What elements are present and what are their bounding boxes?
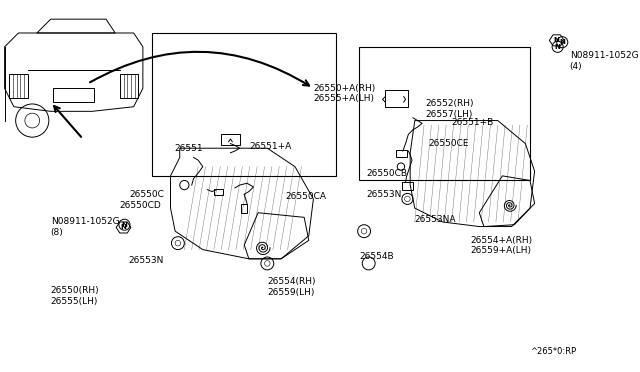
Text: N08911-1052G
(4): N08911-1052G (4): [570, 51, 638, 71]
Bar: [385, 90, 408, 107]
Text: ^265*0:RP: ^265*0:RP: [530, 347, 576, 356]
Text: 26550CA: 26550CA: [285, 192, 327, 201]
Text: 26552(RH)
26557(LH): 26552(RH) 26557(LH): [426, 99, 474, 119]
Text: N08911-1052G
(8): N08911-1052G (8): [51, 217, 119, 237]
Text: N: N: [555, 44, 561, 50]
Text: N: N: [120, 224, 127, 231]
Text: 26554(RH)
26559(LH): 26554(RH) 26559(LH): [268, 277, 316, 296]
Text: 26550C: 26550C: [129, 190, 164, 199]
Text: 26553N: 26553N: [129, 256, 164, 265]
Text: 26554B: 26554B: [360, 252, 394, 262]
Bar: [152, 33, 337, 176]
Text: 26550(RH)
26555(LH): 26550(RH) 26555(LH): [51, 286, 99, 306]
Text: N: N: [559, 39, 565, 45]
Bar: [54, 88, 94, 102]
Text: 26553N: 26553N: [367, 190, 402, 199]
Text: 26551+A: 26551+A: [249, 142, 291, 151]
Text: 26553NA: 26553NA: [415, 215, 456, 224]
Text: 26551+B: 26551+B: [452, 118, 494, 127]
Text: 26550+A(RH)
26555+A(LH): 26550+A(RH) 26555+A(LH): [314, 84, 376, 103]
Bar: [396, 150, 408, 157]
Text: N: N: [554, 37, 559, 44]
Bar: [221, 134, 239, 145]
Bar: [214, 189, 223, 195]
Bar: [402, 182, 413, 190]
Text: 26550CE: 26550CE: [429, 139, 469, 148]
Text: 26551: 26551: [174, 144, 203, 153]
Text: 26550CB: 26550CB: [367, 169, 408, 179]
Text: 26554+A(RH)
26559+A(LH): 26554+A(RH) 26559+A(LH): [470, 236, 532, 255]
Text: 26550CD: 26550CD: [120, 201, 161, 210]
Text: N: N: [122, 222, 127, 228]
Bar: [360, 47, 530, 180]
